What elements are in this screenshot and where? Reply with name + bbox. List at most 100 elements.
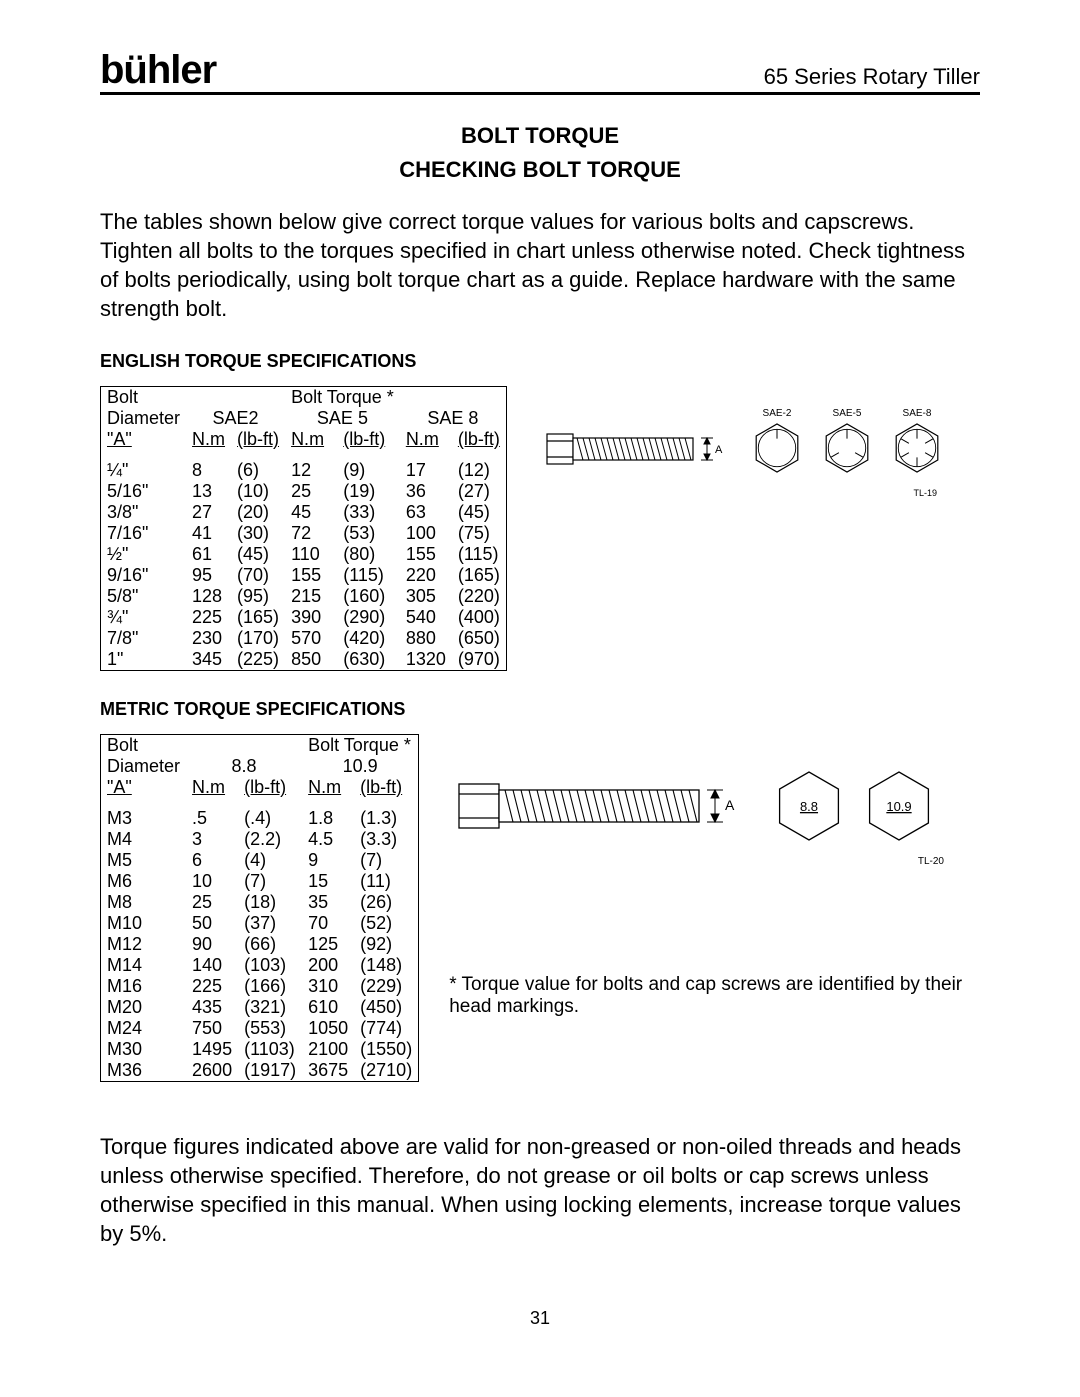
table-cell: (10) <box>231 481 285 502</box>
table-cell: (170) <box>231 628 285 649</box>
table-cell: 155 <box>285 565 337 586</box>
table-cell: M30 <box>101 1039 187 1060</box>
table-cell: (1917) <box>238 1060 302 1082</box>
grade-label: SAE2 <box>186 408 285 429</box>
table-cell: 41 <box>186 523 231 544</box>
closing-paragraph: Torque figures indicated above are valid… <box>100 1132 980 1248</box>
table-label: Bolt <box>101 387 187 409</box>
table-cell: 27 <box>186 502 231 523</box>
hex-label: SAE-8 <box>902 408 931 419</box>
table-cell: (4) <box>238 850 302 871</box>
table-cell: 8 <box>186 460 231 481</box>
table-row: M3.5(.4)1.8(1.3) <box>101 808 419 829</box>
table-row: M362600(1917)3675(2710) <box>101 1060 419 1082</box>
table-cell: 10 <box>186 871 238 892</box>
table-cell: (774) <box>354 1018 419 1039</box>
table-cell: 215 <box>285 586 337 607</box>
unit-label: (lb-ft) <box>337 429 400 450</box>
dim-label: A <box>715 444 723 456</box>
table-cell: 1495 <box>186 1039 238 1060</box>
table-row: 7/8"230(170)570(420)880(650) <box>101 628 507 649</box>
table-cell: 90 <box>186 934 238 955</box>
english-spec-heading: ENGLISH TORQUE SPECIFICATIONS <box>100 351 980 372</box>
table-cell: 155 <box>400 544 452 565</box>
table-label: Diameter <box>101 408 187 429</box>
table-cell: 128 <box>186 586 231 607</box>
table-cell: 225 <box>186 976 238 997</box>
table-row: ¾"225(165)390(290)540(400) <box>101 607 507 628</box>
table-cell: 35 <box>302 892 354 913</box>
table-cell: M36 <box>101 1060 187 1082</box>
table-cell: 305 <box>400 586 452 607</box>
table-cell: 5/16" <box>101 481 187 502</box>
table-cell: (225) <box>231 649 285 671</box>
table-cell: 70 <box>302 913 354 934</box>
main-heading: BOLT TORQUE <box>100 123 980 149</box>
table-cell: 3675 <box>302 1060 354 1082</box>
metric-bolt-diagram: A 8.810.9 TL-20 * Torque value for bolts… <box>449 744 980 1018</box>
table-cell: 25 <box>285 481 337 502</box>
hex-label: 10.9 <box>887 799 912 814</box>
table-cell: 345 <box>186 649 231 671</box>
page-header: bühler 65 Series Rotary Tiller <box>100 50 980 95</box>
footnote-text: * Torque value for bolts and cap screws … <box>449 974 980 1018</box>
table-cell: M4 <box>101 829 187 850</box>
table-cell: (7) <box>354 850 419 871</box>
unit-label: N.m <box>302 777 354 798</box>
table-cell: (400) <box>452 607 507 628</box>
table-cell: 125 <box>302 934 354 955</box>
table-row: M43(2.2)4.5(3.3) <box>101 829 419 850</box>
table-row: 5/16"13(10)25(19)36(27) <box>101 481 507 502</box>
table-cell: M3 <box>101 808 187 829</box>
table-cell: (37) <box>238 913 302 934</box>
table-cell: 7/16" <box>101 523 187 544</box>
table-cell: (650) <box>452 628 507 649</box>
table-cell: 61 <box>186 544 231 565</box>
table-row: M14140(103)200(148) <box>101 955 419 976</box>
table-cell: 200 <box>302 955 354 976</box>
table-cell: (45) <box>231 544 285 565</box>
table-cell: 95 <box>186 565 231 586</box>
table-cell: 540 <box>400 607 452 628</box>
table-cell: M5 <box>101 850 187 871</box>
grade-label: 8.8 <box>186 756 302 777</box>
table-cell: M24 <box>101 1018 187 1039</box>
metric-torque-table: Bolt Bolt Torque * Diameter 8.8 10.9 "A"… <box>100 734 419 1082</box>
table-label: Bolt <box>101 735 187 757</box>
table-group-label: Bolt Torque * <box>285 387 400 409</box>
table-cell: 6 <box>186 850 238 871</box>
table-cell: (970) <box>452 649 507 671</box>
table-cell: 1" <box>101 649 187 671</box>
hex-label: SAE-5 <box>832 408 861 419</box>
table-row: ¼"8(6)12(9)17(12) <box>101 460 507 481</box>
table-cell: (.4) <box>238 808 302 829</box>
table-cell: ¾" <box>101 607 187 628</box>
table-cell: (92) <box>354 934 419 955</box>
table-row: M20435(321)610(450) <box>101 997 419 1018</box>
table-cell: (9) <box>337 460 400 481</box>
table-cell: 63 <box>400 502 452 523</box>
table-cell: (27) <box>452 481 507 502</box>
table-cell: 9/16" <box>101 565 187 586</box>
table-cell: M14 <box>101 955 187 976</box>
table-cell: 2600 <box>186 1060 238 1082</box>
table-cell: 570 <box>285 628 337 649</box>
table-cell: (6) <box>231 460 285 481</box>
table-row: M1290(66)125(92) <box>101 934 419 955</box>
table-cell: (115) <box>337 565 400 586</box>
table-row: M24750(553)1050(774) <box>101 1018 419 1039</box>
table-cell: 36 <box>400 481 452 502</box>
table-cell: (165) <box>452 565 507 586</box>
table-cell: 45 <box>285 502 337 523</box>
table-cell: M20 <box>101 997 187 1018</box>
table-row: 1"345(225)850(630)1320(970) <box>101 649 507 671</box>
table-cell: 17 <box>400 460 452 481</box>
table-cell: 9 <box>302 850 354 871</box>
english-bolt-diagram: A SAE-2SAE-5SAE-8 TL-19 <box>537 396 980 506</box>
table-cell: (103) <box>238 955 302 976</box>
table-row: 3/8"27(20)45(33)63(45) <box>101 502 507 523</box>
table-cell: ½" <box>101 544 187 565</box>
table-cell: (1.3) <box>354 808 419 829</box>
table-cell: M6 <box>101 871 187 892</box>
table-cell: (290) <box>337 607 400 628</box>
